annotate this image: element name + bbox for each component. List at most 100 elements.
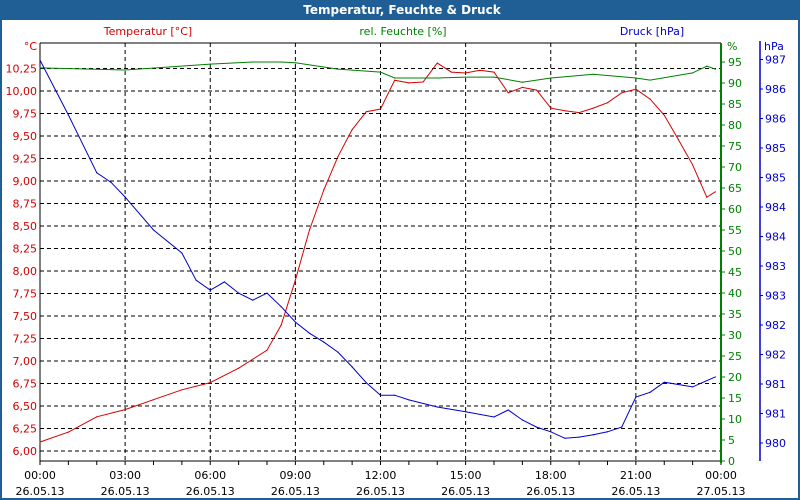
data-point-temperature [479,69,481,71]
data-point-temperature [337,156,339,158]
data-point-temperature [706,196,708,198]
temperature-tick-label: 6,25 [13,423,38,436]
humidity-tick-label: 45 [728,266,742,279]
pressure-tick-label: 987 [765,54,786,67]
temperature-tick-label: 9,25 [13,153,38,166]
data-point-temperature [465,72,467,74]
temperature-tick-label: 8,75 [13,198,38,211]
data-point-temperature [635,88,637,90]
temperature-tick-label: 10,00 [6,85,38,98]
data-point-temperature [238,367,240,369]
x-tick-date: 26.05.13 [271,485,320,498]
humidity-tick-label: 0 [728,455,735,468]
data-point-temperature [649,98,651,100]
x-tick-time: 21:00 [620,469,652,482]
data-point-humidity [635,77,637,79]
data-point-pressure [408,399,410,401]
humidity-tick-label: 80 [728,119,742,132]
data-point-humidity [124,69,126,71]
data-point-humidity [714,68,716,70]
temperature-tick-label: 8,25 [13,243,38,256]
x-tick-time: 06:00 [194,469,226,482]
data-point-pressure [152,229,155,231]
data-point-humidity [394,77,396,79]
data-point-temperature [379,108,382,110]
data-point-pressure [195,279,197,281]
data-point-humidity [209,63,211,65]
data-point-temperature [663,114,665,116]
humidity-tick-label: 50 [728,245,742,258]
x-tick-time: 09:00 [280,469,312,482]
data-point-temperature [67,431,69,433]
data-point-temperature [535,89,538,91]
data-point-pressure [436,406,438,408]
temperature-tick-label: 9,50 [13,130,38,143]
pressure-tick-label: 982 [765,349,786,362]
humidity-tick-label: 85 [728,98,742,111]
data-point-humidity [550,77,552,79]
data-point-temperature [280,324,282,326]
data-point-pressure [379,394,382,396]
data-point-temperature [578,112,580,114]
x-tick-time: 00:00 [24,469,56,482]
data-point-pressure [181,252,183,254]
data-point-pressure [337,351,339,353]
data-point-pressure [465,411,467,413]
data-point-temperature [266,349,268,351]
x-tick-date: 26.05.13 [441,485,490,498]
data-point-temperature [323,189,325,191]
temperature-tick-label: 7,00 [13,355,38,368]
temperature-tick-label: 7,25 [13,333,38,346]
data-point-temperature [351,129,353,131]
data-point-temperature [39,441,41,443]
data-point-pressure [294,321,296,323]
temperature-tick-label: 9,00 [13,175,38,188]
data-point-pressure [521,419,523,421]
humidity-tick-label: 75 [728,140,742,153]
data-point-humidity [436,77,438,79]
data-point-pressure [649,391,651,393]
humidity-tick-label: 20 [728,371,742,384]
data-point-humidity [521,81,523,83]
data-point-pressure [606,431,609,433]
x-tick-date: 27.05.13 [697,485,746,498]
humidity-tick-label: 55 [728,224,742,237]
data-point-pressure [621,426,623,428]
humidity-tick-label: 10 [728,413,742,426]
data-point-pressure [209,289,211,291]
data-point-pressure [308,332,311,334]
data-point-temperature [394,79,396,81]
x-tick-date: 26.05.13 [356,485,405,498]
humidity-tick-label: 65 [728,182,742,195]
data-point-temperature [209,382,211,384]
humidity-unit-label: % [727,40,737,53]
data-point-pressure [507,409,509,411]
data-point-pressure [266,292,268,294]
humidity-tick-label: 95 [728,56,742,69]
data-point-humidity [465,76,467,78]
x-tick-date: 26.05.13 [16,485,65,498]
data-point-pressure [323,341,325,343]
humidity-tick-label: 5 [728,434,735,447]
data-point-temperature [124,409,126,411]
data-point-pressure [394,394,396,396]
data-point-temperature [181,389,183,391]
data-point-humidity [252,61,254,63]
x-tick-date: 26.05.13 [101,485,150,498]
temperature-tick-label: 6,50 [13,400,38,413]
data-point-temperature [493,71,495,73]
humidity-tick-label: 90 [728,77,742,90]
temperature-unit-label: °C [24,40,38,53]
series-line-pressure [39,59,716,439]
temperature-tick-label: 6,75 [13,378,38,391]
data-point-pressure [223,281,226,283]
data-point-humidity [706,65,708,67]
x-tick-date: 26.05.13 [611,485,660,498]
data-point-pressure [692,386,694,388]
temperature-axis-title: Temperatur [°C] [103,25,192,38]
data-point-pressure [564,437,566,439]
x-tick-time: 12:00 [365,469,397,482]
data-point-temperature [294,279,296,281]
data-point-temperature [714,191,716,193]
